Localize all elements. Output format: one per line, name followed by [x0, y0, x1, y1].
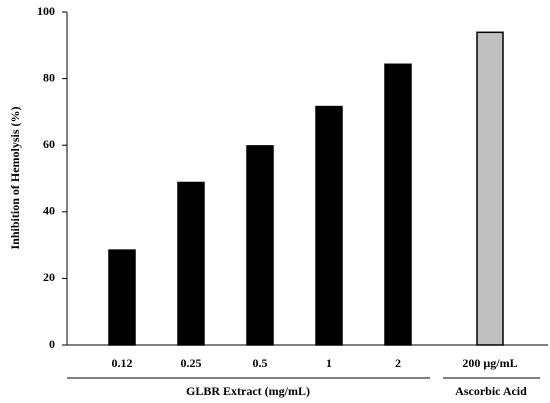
- x-tick-label: 2: [395, 356, 401, 370]
- x-tick-label: 200 µg/mL: [462, 356, 517, 370]
- group-label: Ascorbic Acid: [455, 384, 527, 398]
- y-tick-label: 80: [43, 70, 55, 84]
- bar: [476, 31, 504, 346]
- y-tick-label: 60: [43, 137, 55, 151]
- x-tick-label: 0.25: [181, 356, 202, 370]
- y-tick-label: 0: [49, 337, 55, 351]
- bar: [177, 181, 205, 346]
- x-tick-label: 1: [326, 356, 332, 370]
- y-axis-title: Inhibition of Hemolysis (%): [8, 106, 22, 249]
- y-tick-label: 20: [43, 270, 55, 284]
- bar: [108, 249, 136, 346]
- x-tick-label: 0.12: [112, 356, 133, 370]
- bar: [384, 63, 412, 346]
- bar: [315, 105, 343, 346]
- y-tick-label: 100: [37, 4, 55, 18]
- y-tick-label: 40: [43, 204, 55, 218]
- group-label: GLBR Extract (mg/mL): [186, 384, 310, 398]
- x-tick-label: 0.5: [253, 356, 268, 370]
- bar: [246, 145, 274, 346]
